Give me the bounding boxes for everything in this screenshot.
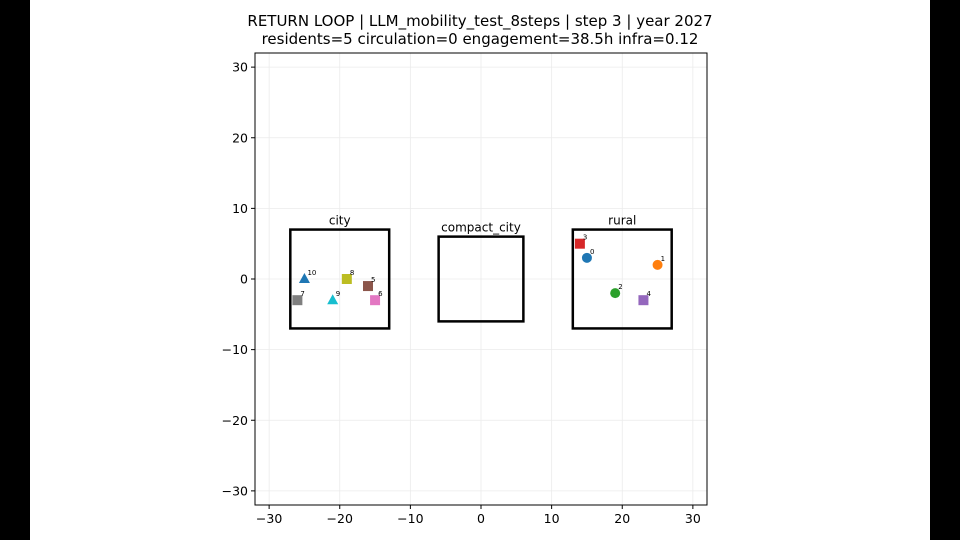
agent-8-label: 8 bbox=[350, 269, 354, 277]
agent-7-label: 7 bbox=[300, 290, 304, 298]
chart-title: RETURN LOOP | LLM_mobility_test_8steps |… bbox=[247, 12, 713, 30]
agent-3-label: 3 bbox=[583, 234, 587, 242]
agent-6-label: 6 bbox=[378, 290, 383, 298]
y-tick-label: 30 bbox=[232, 60, 248, 75]
agent-2-label: 2 bbox=[618, 283, 622, 291]
region-label-rural: rural bbox=[608, 214, 636, 228]
x-tick-label: −30 bbox=[256, 511, 282, 526]
y-tick-label: 10 bbox=[232, 201, 248, 216]
scatter-plot: city compact_city rural 0 1 2 3 4 56 7 8 9 10 −30 −2… bbox=[222, 52, 708, 526]
region-city bbox=[289, 228, 391, 330]
x-tick-label: −20 bbox=[327, 511, 353, 526]
agent-9-label: 9 bbox=[336, 290, 340, 298]
agent-5-marker bbox=[363, 281, 373, 292]
y-tick-label: 0 bbox=[240, 272, 248, 287]
grid-lines bbox=[255, 53, 707, 505]
agent-4-marker bbox=[638, 295, 649, 306]
y-tick-label: 20 bbox=[232, 130, 248, 145]
agent-0-label: 0 bbox=[590, 248, 594, 256]
y-tick-label: −30 bbox=[222, 483, 248, 498]
agent-7-marker bbox=[292, 295, 303, 306]
region-label-city: city bbox=[329, 214, 351, 228]
agent-9-marker bbox=[327, 294, 339, 305]
agent-10-marker bbox=[298, 273, 310, 283]
y-tick-label: −10 bbox=[222, 342, 248, 357]
y-tick-label: −20 bbox=[222, 413, 248, 428]
agent-3-marker bbox=[574, 238, 585, 249]
agent-8-marker bbox=[341, 274, 352, 284]
x-tick-label: 10 bbox=[544, 511, 560, 526]
regions: city compact_city rural bbox=[289, 214, 673, 330]
chart-subtitle: residents=5 circulation=0 engagement=38.… bbox=[261, 30, 699, 48]
x-tick-label: 20 bbox=[614, 511, 630, 526]
agent-10-label: 10 bbox=[307, 269, 316, 277]
figure-canvas: RETURN LOOP | LLM_mobility_test_8steps |… bbox=[30, 0, 930, 540]
data-points: 0 1 2 3 4 56 7 8 9 10 bbox=[292, 234, 665, 306]
region-label-compact_city: compact_city bbox=[441, 221, 521, 235]
agent-0-marker bbox=[581, 252, 592, 263]
x-tick-label: −10 bbox=[397, 511, 423, 526]
agent-2-marker bbox=[610, 288, 621, 299]
x-tick-label: 0 bbox=[477, 511, 485, 526]
agent-4-label: 4 bbox=[646, 290, 651, 298]
agent-6-marker bbox=[370, 295, 381, 306]
x-tick-label: 30 bbox=[685, 511, 701, 526]
agent-1-label: 1 bbox=[661, 255, 665, 263]
agent-5-label: 5 bbox=[371, 276, 375, 284]
region-compact_city bbox=[437, 235, 525, 323]
agent-1-marker bbox=[652, 259, 663, 270]
region-rural bbox=[571, 228, 673, 330]
